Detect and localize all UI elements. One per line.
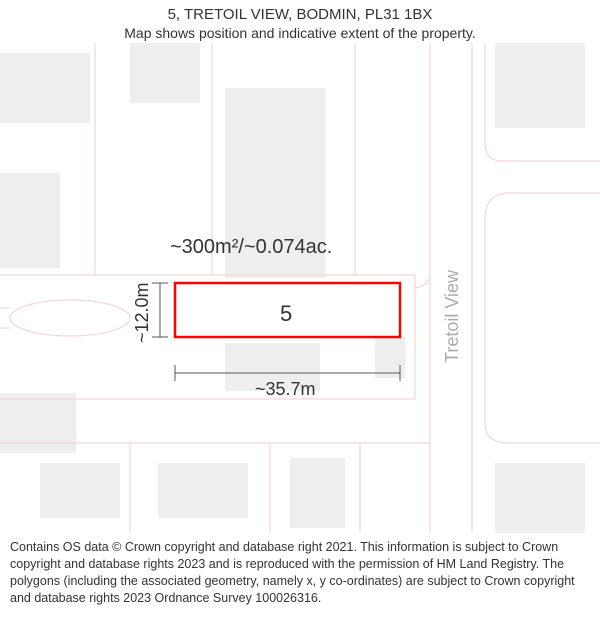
building-footprint: [290, 458, 345, 528]
building-footprint: [495, 43, 585, 128]
area-label: ~300m²/~0.074ac.: [170, 236, 332, 258]
building-footprint: [0, 173, 60, 268]
buildings-layer: [0, 43, 585, 533]
plot-number-label: 5: [280, 301, 292, 326]
road-name-label: Tretoil View: [442, 269, 462, 363]
height-dimension: ~12.0m: [132, 282, 168, 343]
building-footprint: [158, 463, 248, 518]
building-footprint: [0, 393, 76, 453]
map-canvas: ~35.7m ~12.0m ~300m²/~0.074ac. 5 Tretoil…: [0, 43, 600, 533]
header: 5, TRETOIL VIEW, BODMIN, PL31 1BX Map sh…: [0, 0, 600, 43]
page-title: 5, TRETOIL VIEW, BODMIN, PL31 1BX: [12, 6, 588, 23]
map-svg: ~35.7m ~12.0m ~300m²/~0.074ac. 5 Tretoil…: [0, 43, 600, 533]
page-subtitle: Map shows position and indicative extent…: [12, 25, 588, 41]
building-footprint: [495, 463, 585, 533]
building-footprint: [130, 43, 200, 103]
building-footprint: [40, 463, 120, 518]
height-label: ~12.0m: [132, 282, 152, 343]
attribution-footer: Contains OS data © Crown copyright and d…: [0, 533, 600, 613]
width-label: ~35.7m: [255, 379, 316, 399]
building-footprint: [0, 53, 90, 123]
